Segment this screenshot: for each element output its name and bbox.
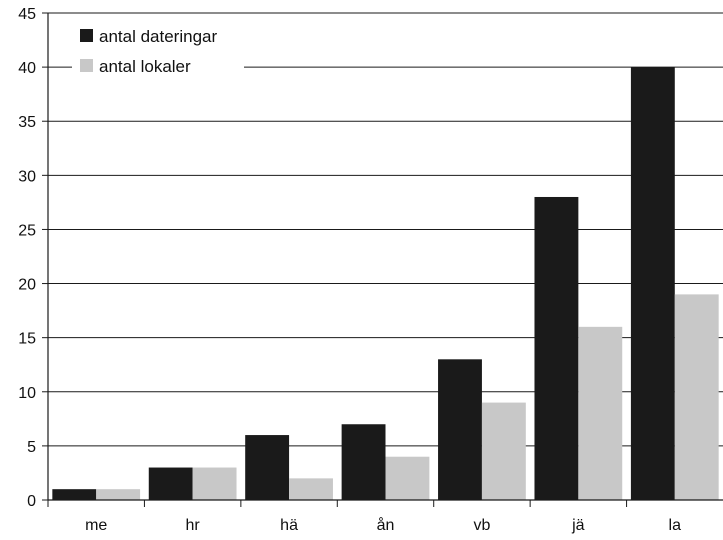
bar-antal-lokaler-me [96,489,141,500]
x-tick-label: hr [186,517,201,534]
y-tick-label: 5 [27,439,36,456]
bar-antal-lokaler-la [674,294,719,500]
y-tick-label: 30 [18,168,36,185]
axes: 0 5 10 15 20 25 30 35 40 45 me hr hä ån vb jä la [18,6,723,534]
bar-antal-dateringar-hr [148,467,193,500]
gridlines [48,12,723,447]
x-tick-label: hä [280,517,298,534]
y-tick-label: 10 [18,385,36,402]
x-tick-label: jä [571,517,585,534]
y-tick-label: 45 [18,6,36,23]
bar-antal-dateringar-vb [438,359,482,500]
y-tick-label: 0 [27,493,36,510]
legend-background [72,20,244,82]
bar-antal-dateringar-ån [341,424,386,500]
bar-antal-lokaler-hä [289,478,333,500]
bar-antal-lokaler-vb [481,402,526,500]
legend-label: antal dateringar [99,27,217,46]
x-tick-label: me [85,517,107,534]
legend-swatch-antal-lokaler [80,59,93,72]
legend: antal dateringar antal lokaler [72,20,244,82]
x-tick-label: vb [473,517,490,534]
y-tick-label: 40 [18,60,36,77]
bar-antal-dateringar-me [52,489,97,500]
y-tick-label: 25 [18,222,36,239]
x-tick-label: la [669,517,682,534]
bar-antal-lokaler-hr [192,467,237,500]
legend-label: antal lokaler [99,57,191,76]
y-tick-label: 20 [18,277,36,294]
bar-antal-lokaler-jä [578,326,623,500]
bar-antal-dateringar-hä [245,435,290,500]
bars [52,67,719,500]
bar-antal-dateringar-jä [534,196,579,500]
bar-antal-dateringar-la [630,67,675,500]
bar-antal-lokaler-ån [385,456,430,500]
y-tick-label: 15 [18,331,36,348]
legend-swatch-antal-dateringar [80,29,93,42]
x-tick-label: ån [377,516,395,534]
y-tick-label: 35 [18,114,36,131]
